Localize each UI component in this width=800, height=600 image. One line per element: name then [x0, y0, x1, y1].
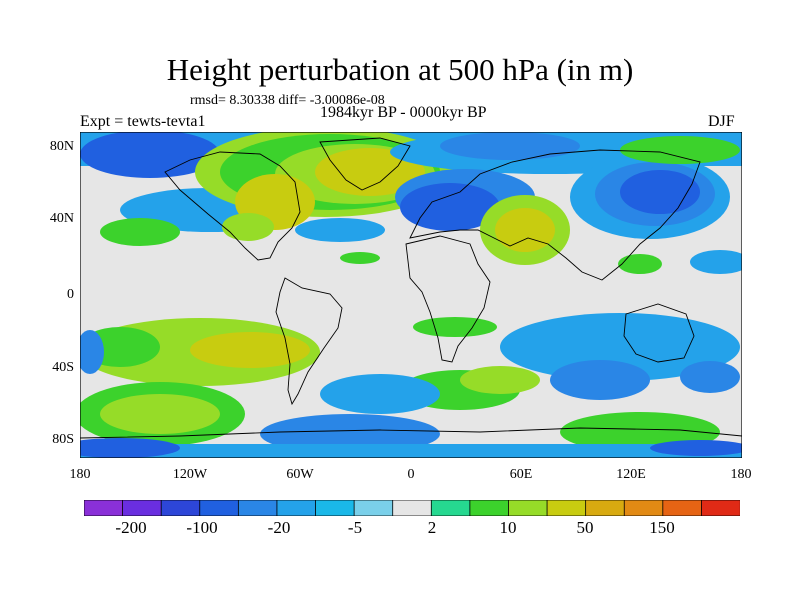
colorbar-label: -5	[347, 518, 363, 537]
y-tick-label: 0	[67, 287, 74, 302]
x-tick-label: 0	[407, 467, 415, 482]
coast-greenland	[319, 137, 411, 191]
colorbar-swatch	[122, 500, 162, 516]
colorbar-label: 10	[499, 518, 517, 537]
colorbar-swatch	[237, 500, 278, 516]
x-tick-label: 60E	[509, 467, 533, 482]
colorbar-swatch	[84, 500, 124, 516]
x-tick-label: 180	[730, 467, 752, 482]
y-tick-label: 40N	[49, 211, 74, 226]
colorbar-swatch	[546, 500, 587, 516]
colorbar-label: -20	[267, 518, 291, 537]
colorbar-swatch	[701, 500, 740, 516]
coast-eurasia	[409, 149, 701, 281]
colorbar	[84, 500, 740, 516]
colorbar-swatch	[508, 500, 548, 516]
colorbar-swatch	[199, 500, 240, 516]
x-tick-label: 120E	[616, 467, 646, 482]
field-northern-band	[80, 132, 742, 274]
colorbar-swatch	[662, 500, 703, 516]
colorbar-swatch	[276, 500, 317, 516]
x-tick-label: 180	[69, 467, 91, 482]
coast-africa	[405, 235, 491, 363]
field-southern-band	[80, 313, 742, 458]
coastlines	[80, 137, 742, 439]
x-tick-label: 120W	[172, 467, 208, 482]
colorbar-swatch	[353, 500, 394, 516]
y-tick-label: 80N	[49, 139, 74, 154]
colorbar-swatch	[430, 500, 471, 516]
colorbar-swatch	[623, 500, 664, 516]
height-perturbation-map	[80, 132, 742, 458]
colorbar-label: 50	[576, 518, 594, 537]
colorbar-label: -200	[115, 518, 147, 537]
coast-australia	[623, 303, 695, 363]
coast-antarctica	[80, 427, 742, 439]
figure-title: Height perturbation at 500 hPa (in m)	[166, 52, 634, 87]
season-label: DJF	[708, 113, 735, 130]
y-tick-label: 80S	[52, 432, 74, 447]
colorbar-swatch	[160, 500, 201, 516]
colorbar-label: 150	[649, 518, 675, 537]
colorbar-label: 2	[427, 518, 437, 537]
coast-north-america	[164, 151, 301, 261]
y-tick-label: 40S	[52, 360, 74, 375]
period-label: 1984kyr BP - 0000kyr BP	[320, 104, 487, 121]
colorbar-label: -100	[186, 518, 218, 537]
x-tick-label: 60W	[286, 467, 314, 482]
colorbar-swatch	[585, 500, 625, 516]
coast-south-america	[275, 277, 343, 406]
rmsd-stats: rmsd= 8.30338 diff= -3.00086e-08	[190, 93, 385, 108]
experiment-label: Expt = tewts-tevta1	[80, 113, 206, 130]
colorbar-swatch	[392, 500, 432, 516]
colorbar-swatch	[469, 500, 510, 516]
colorbar-swatch	[315, 500, 355, 516]
